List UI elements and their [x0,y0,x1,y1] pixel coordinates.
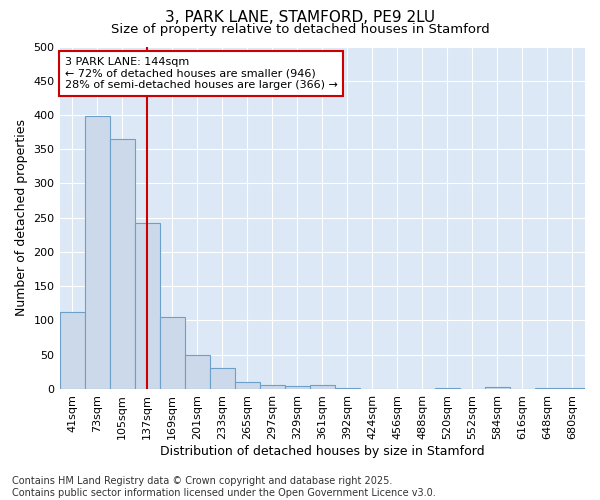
Bar [85,116,110,389]
Text: 3, PARK LANE, STAMFORD, PE9 2LU: 3, PARK LANE, STAMFORD, PE9 2LU [165,10,435,25]
Text: 3 PARK LANE: 144sqm
← 72% of detached houses are smaller (946)
28% of semi-detac: 3 PARK LANE: 144sqm ← 72% of detached ho… [65,57,338,90]
Text: Size of property relative to detached houses in Stamford: Size of property relative to detached ho… [110,22,490,36]
Bar [260,385,285,389]
Y-axis label: Number of detached properties: Number of detached properties [15,119,28,316]
Bar [310,385,335,389]
Bar [560,388,585,389]
X-axis label: Distribution of detached houses by size in Stamford: Distribution of detached houses by size … [160,444,485,458]
Bar [435,388,460,389]
Bar [110,139,134,389]
Bar [160,317,185,389]
Bar [134,223,160,389]
Bar [59,312,85,389]
Bar [485,387,510,389]
Bar [185,354,209,389]
Bar [235,382,260,389]
Bar [209,368,235,389]
Text: Contains HM Land Registry data © Crown copyright and database right 2025.
Contai: Contains HM Land Registry data © Crown c… [12,476,436,498]
Bar [535,388,560,389]
Bar [335,388,360,389]
Bar [285,386,310,389]
